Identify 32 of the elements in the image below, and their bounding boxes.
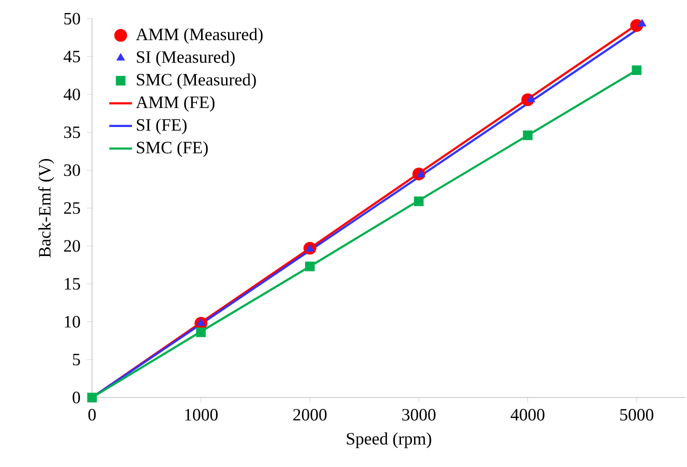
x-tick-label: 2000	[293, 408, 327, 421]
legend-label: AMM (Measured)	[136, 28, 263, 44]
y-tick-label: 10	[64, 316, 80, 328]
x-tick-label: 0	[88, 408, 96, 421]
point	[305, 262, 315, 272]
x-axis-title: Speed (rpm)	[346, 432, 432, 448]
point	[632, 65, 642, 76]
point	[196, 328, 206, 338]
legend-label: SMC (FE)	[136, 141, 208, 158]
point	[638, 19, 646, 27]
x-tick-label: 4000	[510, 408, 544, 421]
y-tick-label: 35	[64, 126, 80, 138]
x-tick-label: 1000	[185, 408, 218, 421]
point	[87, 392, 97, 402]
y-tick-label: 50	[64, 12, 80, 25]
legend-label: SI (Measured)	[136, 50, 235, 66]
x-tick-label: 5000	[620, 408, 654, 421]
point	[414, 196, 424, 206]
y-tick-label: 30	[64, 164, 80, 176]
y-tick-label: 15	[64, 278, 80, 290]
legend-label: AMM (FE)	[136, 96, 214, 112]
y-axis-title: Back-Emf (V)	[38, 159, 54, 258]
y-tick-label: 40	[64, 88, 80, 100]
y-tick-label: 0	[72, 392, 80, 404]
x-tick-label: 3000	[402, 408, 436, 421]
y-tick-label: 25	[64, 202, 80, 214]
y-tick-label: 20	[64, 240, 80, 252]
y-tick-label: 5	[73, 354, 80, 366]
legend-label: SI (FE)	[136, 118, 187, 134]
point	[522, 130, 533, 140]
legend-label: SMC (Measured)	[136, 73, 256, 90]
y-tick-label: 45	[64, 50, 80, 62]
